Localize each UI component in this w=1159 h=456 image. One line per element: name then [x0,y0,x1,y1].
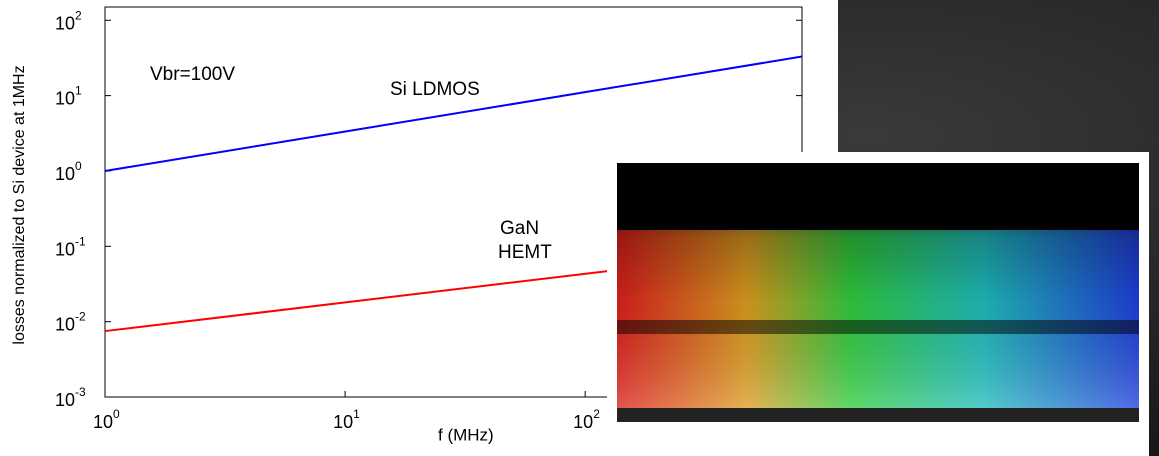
y-axis-label: losses normalized to Si device at 1MHz [11,65,28,344]
slide: 10-310-210-1100101102100101102f (MHz)los… [0,0,1159,456]
photo-base [617,408,1139,422]
photo-shade [617,163,1139,415]
annotation: GaN [500,218,539,239]
annotation: Vbr=100V [150,64,235,85]
page: 10-310-210-1100101102100101102f (MHz)los… [0,0,1159,456]
photo [607,152,1149,456]
photo-rail [617,320,1139,334]
annotation: HEMT [498,242,552,263]
x-axis-label: f (MHz) [438,425,494,444]
annotation: Si LDMOS [390,79,480,100]
